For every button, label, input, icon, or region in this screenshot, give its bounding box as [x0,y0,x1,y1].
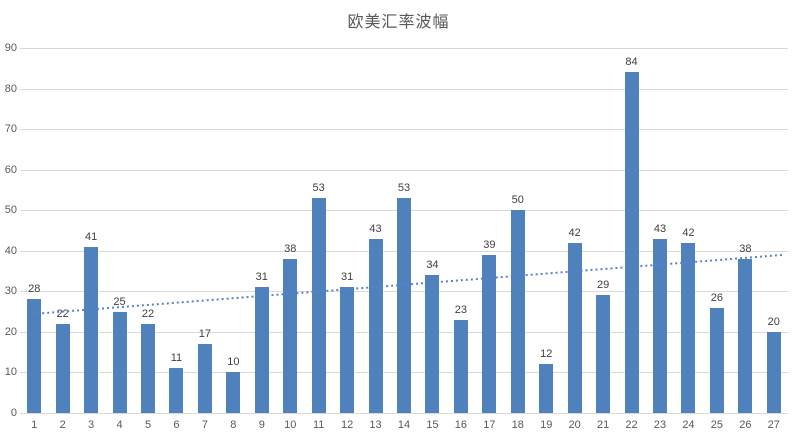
y-axis-tick-label: 70 [4,123,17,136]
x-axis-tick-label: 14 [397,419,411,431]
bar[interactable] [283,258,298,413]
bar[interactable] [368,238,383,413]
x-axis-tick-label: 6 [173,419,180,431]
y-axis-tick-label: 60 [4,163,17,176]
data-label: 53 [397,182,411,195]
x-axis-tick-label: 12 [340,419,354,431]
bar[interactable] [567,242,582,413]
data-label: 26 [710,291,723,304]
data-label: 50 [511,194,524,207]
data-label: 25 [113,295,126,308]
bar[interactable] [653,238,667,413]
x-axis-tick-label: 9 [258,419,265,431]
chart-title: 欧美汇率波幅 [347,14,450,31]
y-axis-tick-label: 90 [4,42,17,54]
gridline [20,129,788,131]
bar[interactable] [539,364,554,413]
x-axis-tick-label: 4 [116,419,123,431]
data-label: 38 [739,242,752,255]
bar[interactable] [766,331,781,413]
data-label: 42 [682,226,695,239]
bar[interactable] [112,311,127,413]
bar[interactable] [340,287,355,413]
data-label: 23 [454,303,467,316]
bar[interactable] [84,246,99,413]
x-axis-tick-label: 2 [59,419,66,431]
x-axis-tick-label: 23 [653,419,667,431]
y-axis-tick-label: 80 [4,82,17,95]
y-axis-tick-label: 30 [4,285,17,298]
y-axis-tick-label: 20 [4,325,17,338]
gridline [20,169,788,171]
data-label: 11 [170,352,183,365]
x-axis-tick-label: 10 [284,419,297,431]
bar[interactable] [226,372,241,413]
x-axis-tick-label: 16 [454,419,467,431]
y-axis-tick-label: 10 [4,366,17,379]
x-axis-tick-label: 24 [682,419,695,431]
bar[interactable] [510,210,525,413]
x-axis-tick-label: 7 [201,419,208,431]
x-axis-tick-label: 13 [369,419,382,431]
data-label: 17 [198,328,211,341]
data-label: 42 [568,226,581,239]
x-axis-tick-label: 20 [568,419,581,431]
bar[interactable] [425,275,440,413]
data-label: 31 [340,271,354,284]
bar[interactable] [55,323,70,413]
data-label: 84 [625,56,638,69]
x-axis-tick-label: 3 [88,419,95,431]
bar[interactable] [738,258,753,413]
x-axis-tick-label: 22 [625,419,638,431]
bar[interactable] [169,368,184,413]
x-axis-tick-label: 19 [540,419,553,431]
data-label: 43 [653,222,667,235]
data-label: 22 [141,307,155,320]
x-axis-tick-label: 17 [483,419,496,431]
data-label: 41 [84,230,98,243]
bar[interactable] [27,299,42,413]
data-label: 53 [312,182,325,195]
data-label: 20 [767,315,780,328]
gridline [20,48,788,49]
bar[interactable] [596,295,611,413]
bar[interactable] [397,198,411,413]
data-label: 29 [596,279,610,292]
x-axis-tick-label: 18 [511,419,524,431]
x-axis-tick-label: 11 [312,419,325,431]
bar[interactable] [254,287,269,413]
x-axis-tick-label: 5 [144,419,152,431]
bar[interactable] [197,344,212,413]
bar[interactable] [709,307,724,413]
bar[interactable] [141,323,155,413]
bar[interactable] [453,319,468,413]
x-axis-tick-label: 8 [230,419,237,431]
x-axis-tick-label: 15 [426,419,439,431]
data-label: 10 [227,356,240,369]
data-label: 34 [426,259,439,272]
bar[interactable] [311,198,326,413]
bar[interactable] [681,242,696,413]
x-axis-tick-label: 26 [739,419,752,431]
data-label: 28 [28,283,41,296]
x-axis-tick-label: 25 [710,419,723,431]
y-axis-tick-label: 40 [4,244,17,257]
gridline [20,88,788,90]
x-axis-tick-label: 1 [31,419,38,431]
x-axis-tick-label: 21 [596,419,610,431]
data-label: 22 [56,307,69,320]
data-label: 38 [284,242,297,255]
bar[interactable] [482,254,497,413]
data-label: 43 [369,222,382,235]
x-axis-tick-label: 27 [767,419,780,431]
y-axis-tick-label: 0 [10,407,17,419]
y-axis-tick-label: 50 [4,204,17,217]
bar[interactable] [624,72,639,413]
gridline [20,413,788,414]
data-label: 12 [540,348,553,361]
plot-area: 28 22 41 25 22 11 17 10 31 38 53 31 43 53 34 23 39 50 12 42… [20,48,788,414]
data-label: 39 [483,238,496,251]
data-label: 31 [255,271,268,284]
